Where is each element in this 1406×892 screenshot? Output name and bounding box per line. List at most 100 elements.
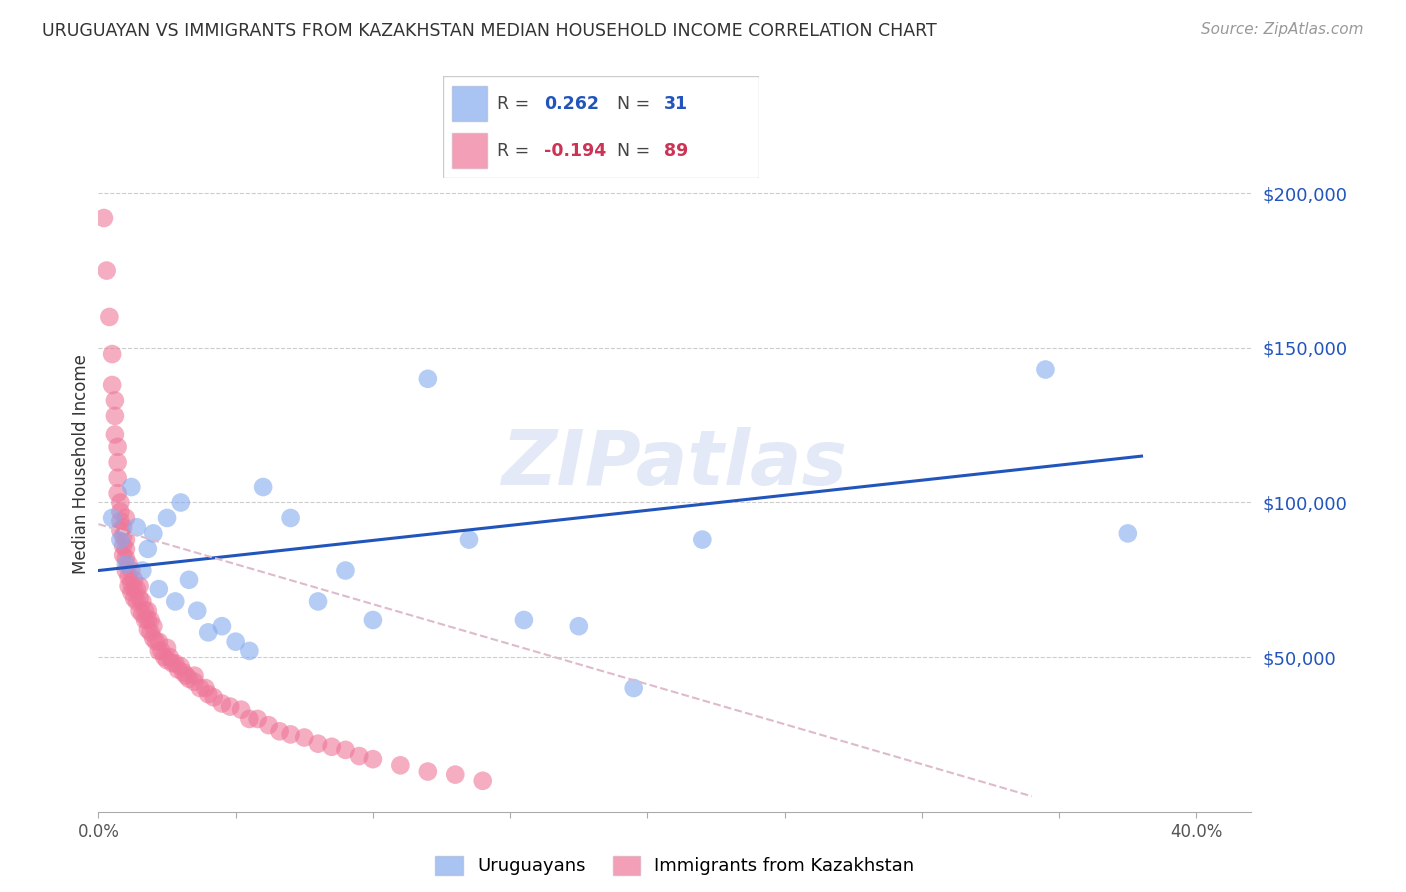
Point: [194, 681, 217, 695]
Point: [101, 347, 124, 361]
Point: [142, 632, 165, 646]
Point: [115, 533, 138, 547]
Text: R =: R =: [496, 142, 534, 160]
Point: [104, 427, 127, 442]
Point: [122, 573, 145, 587]
Point: [153, 650, 176, 665]
Point: [1035, 362, 1057, 376]
Point: [148, 582, 170, 596]
Point: [335, 564, 357, 578]
Point: [125, 520, 148, 534]
Point: [112, 529, 135, 543]
Point: [148, 634, 170, 648]
Point: [120, 564, 142, 578]
Point: [231, 703, 253, 717]
Point: [513, 613, 536, 627]
Point: [131, 607, 153, 621]
Point: [335, 743, 357, 757]
FancyBboxPatch shape: [443, 76, 759, 178]
Point: [280, 727, 302, 741]
Point: [101, 511, 124, 525]
Point: [107, 440, 129, 454]
Point: [444, 767, 467, 781]
Point: [167, 663, 190, 677]
Point: [110, 524, 132, 538]
Text: 0.262: 0.262: [544, 95, 599, 112]
Point: [110, 514, 132, 528]
Point: [112, 548, 135, 562]
Point: [162, 657, 184, 671]
Point: [156, 653, 179, 667]
Point: [134, 604, 156, 618]
Y-axis label: Median Household Income: Median Household Income: [72, 354, 90, 574]
Point: [280, 511, 302, 525]
Text: Source: ZipAtlas.com: Source: ZipAtlas.com: [1201, 22, 1364, 37]
Point: [257, 718, 280, 732]
Text: 89: 89: [665, 142, 689, 160]
Point: [150, 644, 173, 658]
Point: [107, 486, 129, 500]
Point: [128, 604, 150, 618]
Point: [120, 575, 142, 590]
Point: [389, 758, 412, 772]
Text: R =: R =: [496, 95, 534, 112]
Point: [122, 591, 145, 606]
Point: [197, 687, 219, 701]
Point: [307, 737, 329, 751]
Point: [115, 541, 138, 556]
Point: [188, 681, 211, 695]
Point: [112, 520, 135, 534]
Point: [1116, 526, 1139, 541]
Point: [110, 533, 132, 547]
Point: [107, 471, 129, 485]
Point: [136, 541, 159, 556]
Point: [117, 570, 139, 584]
Point: [416, 764, 439, 779]
Point: [117, 579, 139, 593]
Point: [568, 619, 591, 633]
Point: [104, 409, 127, 423]
Point: [219, 699, 242, 714]
Point: [93, 211, 115, 225]
Point: [361, 613, 384, 627]
Point: [145, 634, 167, 648]
Point: [131, 564, 153, 578]
Point: [416, 372, 439, 386]
Point: [292, 731, 315, 745]
Text: URUGUAYAN VS IMMIGRANTS FROM KAZAKHSTAN MEDIAN HOUSEHOLD INCOME CORRELATION CHAR: URUGUAYAN VS IMMIGRANTS FROM KAZAKHSTAN …: [42, 22, 936, 40]
Point: [692, 533, 714, 547]
Point: [112, 539, 135, 553]
Point: [125, 594, 148, 608]
FancyBboxPatch shape: [453, 87, 486, 121]
Point: [183, 668, 205, 682]
Point: [177, 573, 200, 587]
Point: [136, 604, 159, 618]
Text: N =: N =: [617, 95, 655, 112]
Point: [128, 591, 150, 606]
Point: [134, 613, 156, 627]
Point: [139, 613, 162, 627]
Point: [173, 665, 195, 680]
Text: 31: 31: [665, 95, 689, 112]
Point: [104, 393, 127, 408]
Point: [156, 511, 179, 525]
Point: [623, 681, 645, 695]
Point: [321, 739, 343, 754]
Point: [107, 455, 129, 469]
Point: [307, 594, 329, 608]
Point: [125, 582, 148, 596]
Point: [159, 650, 181, 665]
Point: [142, 619, 165, 633]
FancyBboxPatch shape: [453, 133, 486, 168]
Point: [139, 625, 162, 640]
Point: [110, 495, 132, 509]
Point: [197, 625, 219, 640]
Point: [120, 480, 142, 494]
Text: ZIPatlas: ZIPatlas: [502, 427, 848, 500]
Point: [165, 657, 187, 671]
Point: [252, 480, 274, 494]
Point: [238, 644, 260, 658]
Point: [202, 690, 225, 705]
Point: [269, 724, 291, 739]
Point: [170, 659, 193, 673]
